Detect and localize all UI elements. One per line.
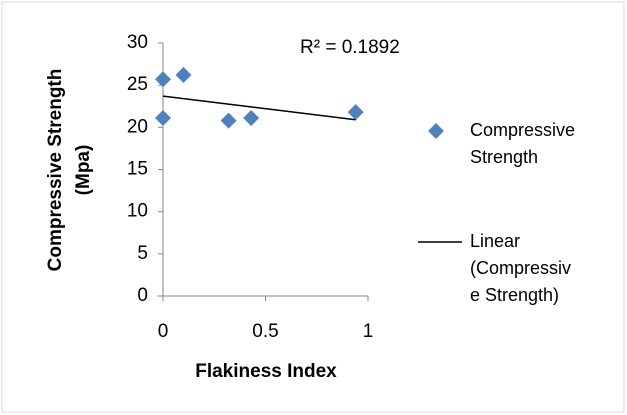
y-tick-label: 0 [137, 285, 148, 306]
data-point [243, 110, 260, 127]
legend-marker [428, 123, 444, 139]
annotation: R² = 0.1892 [300, 37, 400, 58]
data-point [155, 110, 171, 127]
x-tick-label: 1 [363, 321, 374, 342]
y-axis-title-line: (Mpa) [73, 145, 94, 196]
y-axis-title-line: Compressive Strength [45, 69, 66, 272]
x-tick-label: 0 [158, 321, 169, 342]
y-axis-title: Compressive Strength (Mpa) [45, 69, 94, 272]
x-tick-label: 0.5 [252, 321, 278, 342]
legend-label: Linear (Compressive Strength) [470, 231, 572, 305]
y-tick-label: 25 [127, 74, 148, 95]
data-point [155, 71, 171, 88]
x-axis-title: Flakiness Index [195, 361, 337, 382]
y-tick-label: 15 [127, 159, 148, 180]
y-tick-label: 20 [127, 116, 148, 137]
trendline [162, 95, 356, 121]
data-point [347, 104, 364, 121]
legend-label: Compressive Strength [470, 120, 576, 167]
data-point [220, 112, 237, 129]
y-tick-label: 10 [127, 201, 148, 222]
y-tick-label: 30 [127, 32, 148, 53]
y-tick-label: 5 [137, 243, 148, 264]
data-point [175, 67, 192, 84]
